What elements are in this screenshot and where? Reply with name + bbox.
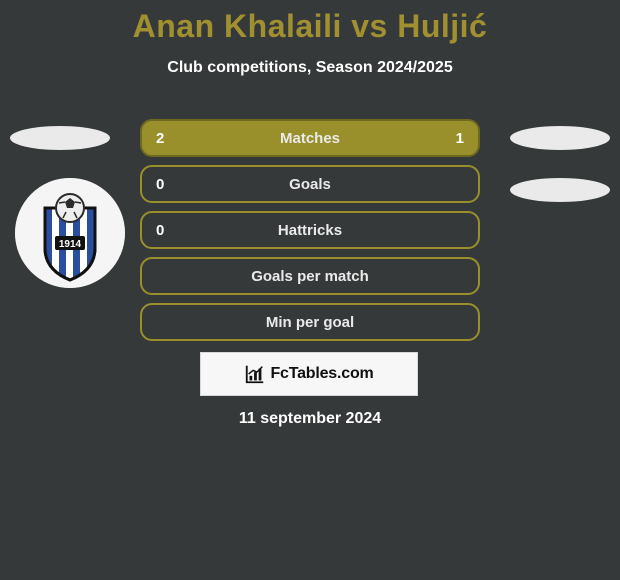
- stat-label: Min per goal: [176, 314, 444, 331]
- brand-box[interactable]: FcTables.com: [200, 352, 418, 396]
- stat-right: 1: [444, 130, 464, 147]
- stat-left: 0: [156, 176, 176, 193]
- stat-row-hattricks: 0 Hattricks: [140, 211, 480, 249]
- stat-label: Goals per match: [176, 268, 444, 285]
- stat-row-matches: 2 Matches 1: [140, 119, 480, 157]
- brand-name: FcTables.com: [270, 365, 373, 383]
- stat-row-gpm: Goals per match: [140, 257, 480, 295]
- avatar-right-placeholder-1: [510, 126, 610, 150]
- stat-label: Hattricks: [176, 222, 444, 239]
- stat-left: 0: [156, 222, 176, 239]
- stat-row-goals: 0 Goals: [140, 165, 480, 203]
- stat-label: Matches: [176, 130, 444, 147]
- stat-label: Goals: [176, 176, 444, 193]
- chart-icon: [244, 363, 266, 385]
- stats-panel: 2 Matches 1 0 Goals 0 Hattricks Goals pe…: [140, 119, 480, 349]
- avatar-left-placeholder: [10, 126, 110, 150]
- badge-year: 1914: [59, 239, 82, 250]
- avatar-right-placeholder-2: [510, 178, 610, 202]
- stat-row-mpg: Min per goal: [140, 303, 480, 341]
- stat-left: 2: [156, 130, 176, 147]
- page-title: Anan Khalaili vs Huljić: [0, 0, 620, 45]
- footer-date: 11 september 2024: [0, 410, 620, 428]
- page-subtitle: Club competitions, Season 2024/2025: [0, 59, 620, 77]
- club-badge: 1914: [15, 178, 125, 288]
